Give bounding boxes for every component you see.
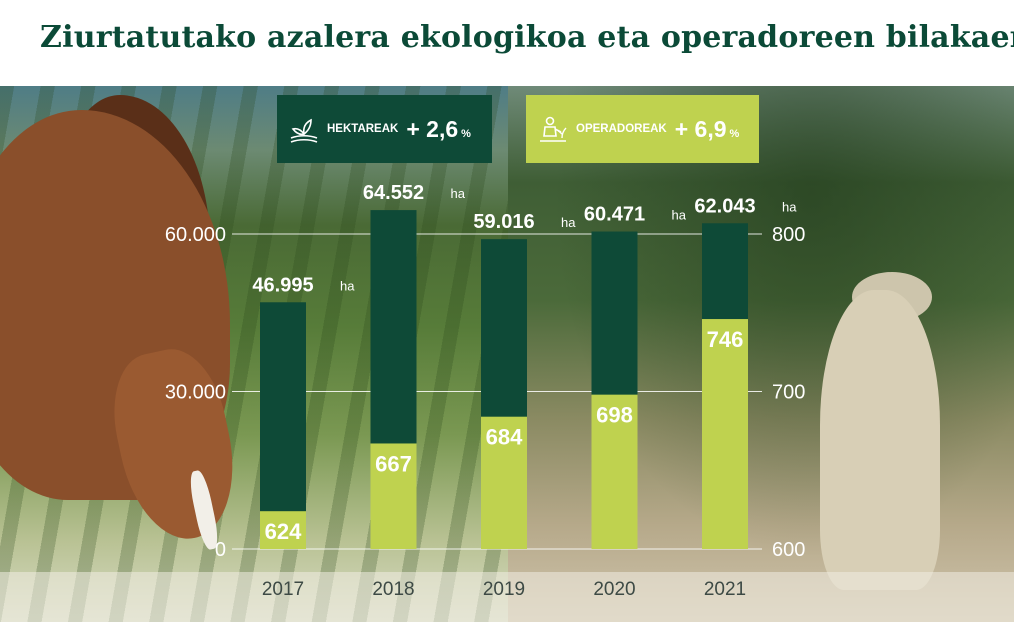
hectares-unit-label: ha — [561, 215, 576, 230]
x-axis-year-label: 2020 — [593, 579, 635, 600]
hectares-unit-label: ha — [782, 199, 797, 214]
operators-value-label: 667 — [375, 451, 412, 476]
y-right-tick-label: 700 — [772, 382, 805, 404]
hectares-value-label: 46.995 — [252, 274, 313, 296]
y-right-tick-label: 800 — [772, 224, 805, 246]
hectares-value-label: 62.043 — [694, 195, 755, 217]
operators-bar — [702, 319, 748, 549]
operators-bar — [481, 416, 527, 549]
operators-change-unit: % — [729, 127, 740, 140]
hectares-unit-label: ha — [672, 208, 687, 223]
y-left-tick-label: 0 — [215, 539, 226, 561]
y-left-tick-label: 30.000 — [165, 382, 226, 404]
hectares-badge-label: HEKTAREAK — [327, 123, 399, 135]
operators-value-label: 698 — [596, 403, 633, 428]
x-axis-year-label: 2017 — [262, 579, 304, 600]
hectares-value-label: 60.471 — [584, 204, 645, 226]
hectares-value-label: 64.552 — [363, 182, 424, 204]
y-right-tick-label: 600 — [772, 539, 805, 561]
x-axis-year-label: 2018 — [372, 579, 414, 600]
axes: 0 30.000 60.000 600 700 800 2017 2018 2019 2020 20… — [165, 224, 806, 600]
operators-badge: OPERADOREAK + 6,9 % — [526, 95, 759, 163]
chart-title: Ziurtatutako azalera ekologikoa eta oper… — [40, 20, 1014, 55]
operators-badge-label: OPERADOREAK — [576, 123, 667, 135]
hectares-value-label: 59.016 — [473, 211, 534, 233]
hectares-badge: HEKTAREAK + 2,6 % — [277, 95, 492, 163]
data-labels: 624 46.995 ha 667 64.552 ha 684 59.016 ha 698 60.4… — [252, 182, 797, 544]
foreground-grass-strip — [0, 572, 1014, 622]
hectares-bar — [260, 302, 306, 549]
operators-value-label: 684 — [486, 425, 523, 450]
x-axis-year-label: 2019 — [483, 579, 525, 600]
x-axis-year-label: 2021 — [704, 579, 746, 600]
field-plant-icon — [290, 118, 318, 143]
bars — [260, 210, 748, 550]
operators-bar — [370, 443, 417, 549]
operators-change-value: + 6,9 — [674, 115, 727, 142]
beekeeper-figure-shape — [820, 290, 940, 590]
operators-bar — [260, 511, 306, 549]
hectares-unit-label: ha — [340, 278, 355, 293]
hectares-change-unit: % — [461, 127, 471, 140]
operators-value-label: 746 — [707, 327, 744, 352]
operators-value-label: 624 — [265, 519, 302, 544]
hectares-unit-label: ha — [451, 186, 466, 201]
farmer-icon — [540, 116, 567, 142]
operators-bar — [591, 394, 638, 549]
hectares-change-value: + 2,6 — [406, 115, 459, 142]
y-left-tick-label: 60.000 — [165, 224, 226, 246]
